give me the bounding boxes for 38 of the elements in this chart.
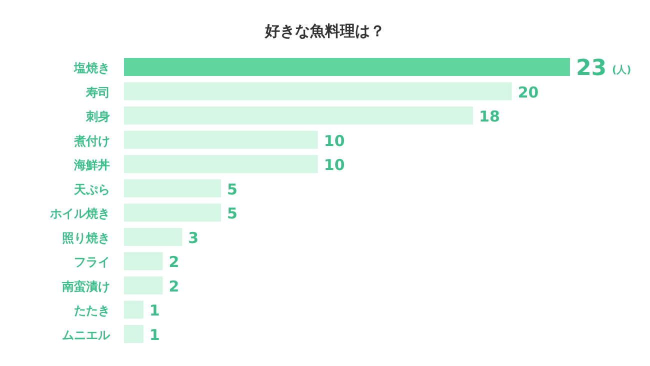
bar xyxy=(124,130,318,149)
y-tick-label: たたき xyxy=(74,304,110,318)
data-label: 2 xyxy=(168,253,180,272)
data-label: 1 xyxy=(149,302,160,320)
bar xyxy=(124,276,163,294)
data-label: 5 xyxy=(226,204,238,223)
bar xyxy=(124,58,570,76)
y-tick-label: 天ぷら xyxy=(73,182,110,196)
bar xyxy=(124,106,474,125)
y-tick-label: 塩焼き xyxy=(73,61,110,75)
data-label: 5 xyxy=(226,180,238,198)
data-label: 18 xyxy=(479,108,500,126)
chart-title: 好きな魚料理は？ xyxy=(264,22,385,40)
bar xyxy=(124,252,163,270)
y-tick-label: 照り焼き xyxy=(62,230,110,245)
data-label: 3 xyxy=(188,228,199,247)
y-tick-label: ホイル焼き xyxy=(49,206,110,221)
y-tick-label: フライ xyxy=(74,255,110,270)
data-label: 23 xyxy=(576,56,607,81)
y-tick-label: ムニエル xyxy=(62,328,111,342)
data-label: 10 xyxy=(324,156,345,174)
data-label: 10 xyxy=(324,132,345,150)
data-label: 2 xyxy=(168,277,180,296)
text: (人) xyxy=(612,64,632,76)
y-tick-label: 南蛮漬け xyxy=(61,279,110,294)
bar xyxy=(124,300,144,319)
bar xyxy=(124,155,318,174)
bar xyxy=(124,179,221,198)
data-label: 1 xyxy=(149,326,160,344)
data-label: 20 xyxy=(518,83,539,102)
bar xyxy=(124,204,221,222)
bar xyxy=(124,228,182,246)
bar xyxy=(124,82,512,100)
bar xyxy=(124,325,144,343)
y-tick-label: 海鮮丼 xyxy=(73,158,110,172)
y-tick-label: 煮付け xyxy=(73,134,110,148)
y-tick-label: 刺身 xyxy=(85,110,110,124)
y-tick-label: 寿司 xyxy=(85,85,110,100)
